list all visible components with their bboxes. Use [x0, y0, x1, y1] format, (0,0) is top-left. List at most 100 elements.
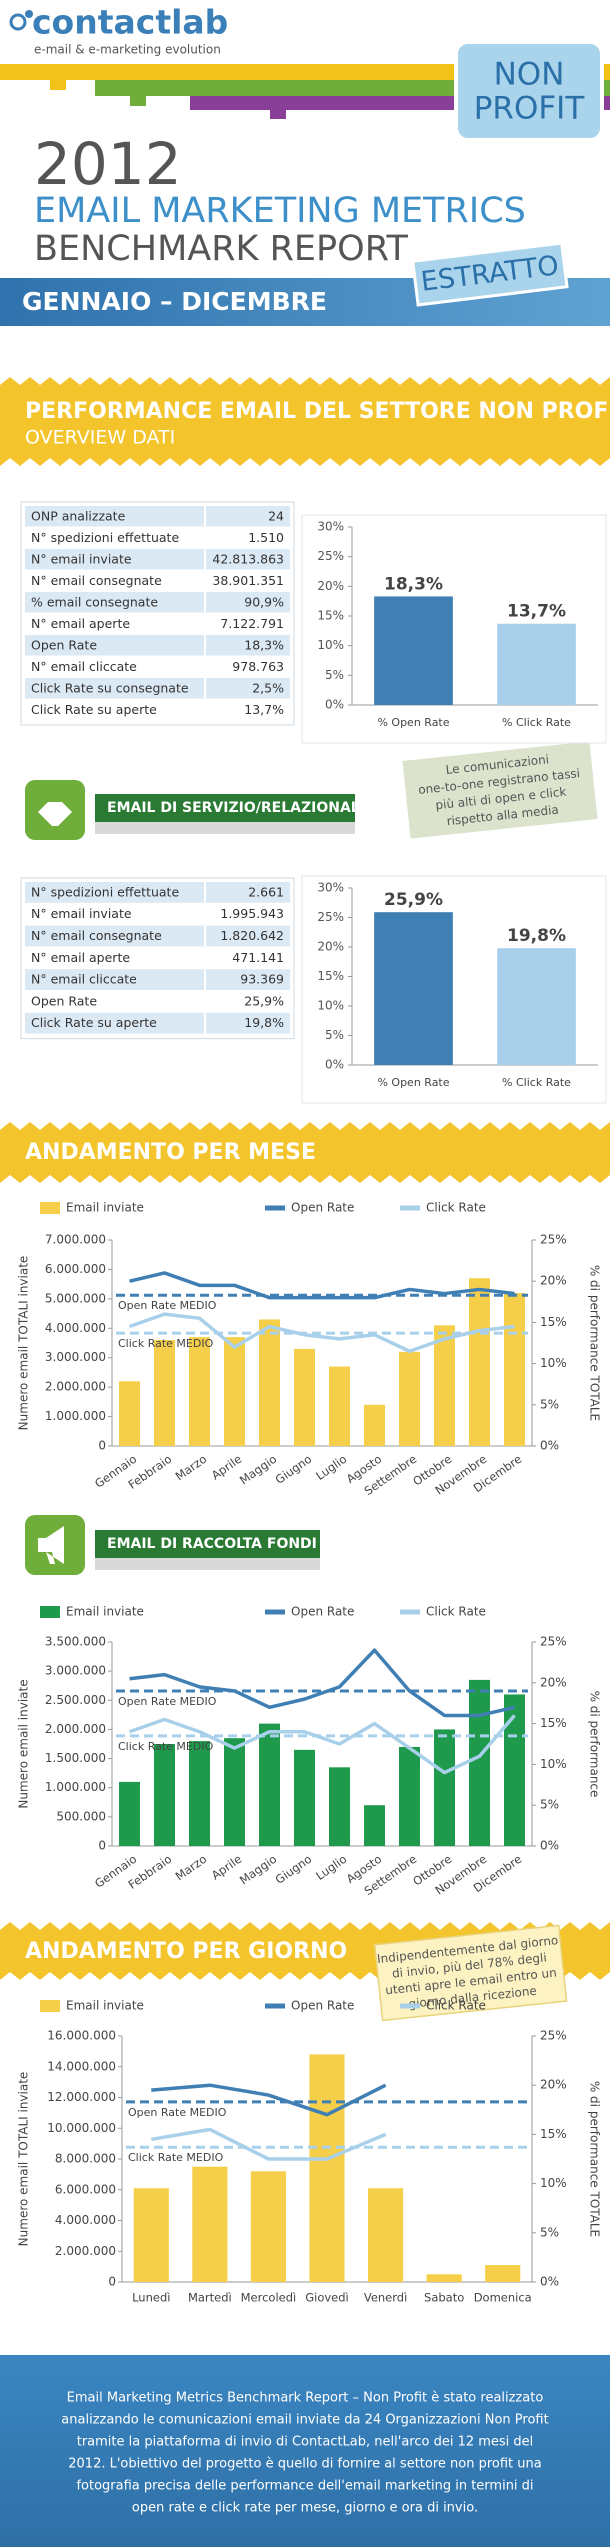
x-tick-label: Domenica — [474, 2291, 532, 2305]
x-tick-label: Giugno — [273, 1452, 315, 1487]
bar — [189, 1741, 210, 1846]
period: GENNAIO – DICEMBRE — [22, 287, 327, 316]
title: EMAIL MARKETING METRICS — [34, 191, 526, 231]
table-label: N° spedizioni effettuate — [31, 884, 179, 899]
table-row — [25, 592, 290, 613]
logo: contactlab — [32, 3, 228, 42]
year: 2012 — [34, 130, 182, 198]
bar — [154, 1744, 175, 1846]
y-tick-label: 7.000.000 — [45, 1233, 106, 1247]
table-label: Click Rate su consegnate — [31, 680, 189, 695]
x-tick-label: % Open Rate — [377, 1076, 449, 1089]
y-tick-label: 6.000.000 — [45, 1262, 106, 1276]
title: BENCHMARK REPORT — [34, 229, 408, 269]
legend-label: Open Rate — [291, 1605, 354, 1619]
y-tick-label: 6.000.000 — [55, 2182, 116, 2196]
table-value: 90,9% — [244, 594, 284, 609]
legend-label: Email inviate — [66, 1201, 144, 1215]
y-axis-title: Numero email inviate — [17, 1679, 31, 1808]
y2-tick-label: 15% — [540, 1716, 567, 1730]
y-tick-label: 3.000.000 — [45, 1664, 106, 1678]
y2-tick-label: 5% — [540, 1798, 559, 1812]
table-row — [25, 969, 290, 990]
table-label: N° email cliccate — [31, 972, 137, 987]
table-row — [25, 549, 290, 570]
y-tick-label: 10.000.000 — [47, 2121, 116, 2135]
logo-icon — [9, 13, 27, 31]
stripe-tab — [130, 96, 146, 106]
y-tick-label: 8.000.000 — [55, 2152, 116, 2166]
y-tick-label: 25% — [317, 549, 344, 563]
y-tick-label: 2.500.000 — [45, 1693, 106, 1707]
reference-label: Open Rate MEDIO — [118, 1299, 217, 1312]
bar — [250, 2171, 286, 2282]
line-series — [129, 1271, 515, 1300]
y-tick-label: 5.000.000 — [45, 1291, 106, 1305]
bar — [364, 1805, 385, 1846]
bar — [224, 1738, 245, 1846]
x-tick-label: % Click Rate — [502, 716, 571, 729]
badge-line: NON — [494, 57, 565, 93]
table-value: 7.122.791 — [220, 616, 284, 631]
table-row — [25, 1012, 290, 1034]
table-value: 2.661 — [248, 884, 284, 899]
reference-label: Open Rate MEDIO — [128, 2106, 227, 2119]
badge — [454, 40, 604, 142]
table-label: N° email consegnate — [31, 573, 162, 588]
y-tick-label: 5% — [325, 668, 344, 682]
table-label: ONP analizzate — [31, 508, 126, 523]
bar — [485, 2265, 521, 2282]
y2-tick-label: 10% — [540, 1356, 567, 1370]
legend-label: Email inviate — [66, 1605, 144, 1619]
bar — [399, 1351, 420, 1446]
value-label: 25,9% — [384, 890, 443, 910]
x-tick-label: Mercoledì — [241, 2291, 297, 2305]
bar — [399, 1746, 420, 1846]
y2-tick-label: 25% — [540, 2029, 567, 2043]
tag-box — [411, 241, 569, 307]
table-label: N° email aperte — [31, 950, 130, 965]
x-tick-label: Marzo — [173, 1452, 210, 1483]
bar — [294, 1348, 315, 1446]
table-row — [25, 947, 290, 969]
section-label: EMAIL DI SERVIZIO/RELAZIONALI — [107, 800, 365, 816]
bar — [426, 2274, 462, 2282]
footer-line: Email Marketing Metrics Benchmark Report… — [67, 2391, 544, 2406]
y-tick-label: 15% — [317, 969, 344, 983]
note-box — [400, 739, 600, 841]
bar — [368, 2188, 404, 2282]
bar — [119, 1381, 140, 1446]
table-label: N° email consegnate — [31, 928, 162, 943]
table-value: 1.510 — [248, 530, 284, 545]
bar — [364, 1404, 385, 1446]
banner — [0, 1122, 610, 1183]
table-value: 93.369 — [240, 972, 284, 987]
legend-swatch — [40, 1202, 60, 1214]
y-tick-label: 16.000.000 — [47, 2029, 116, 2043]
y2-axis-title: % di performance — [588, 1691, 602, 1798]
table-label: % email consegnate — [31, 594, 158, 609]
y-tick-label: 25% — [317, 910, 344, 924]
bar — [469, 1278, 490, 1446]
footer-line: open rate e click rate per mese, giorno … — [132, 2501, 478, 2516]
x-tick-label: Maggio — [237, 1452, 279, 1487]
y2-tick-label: 15% — [540, 1315, 567, 1329]
bar — [374, 596, 453, 705]
table-value: 1.995.943 — [220, 906, 284, 921]
y2-tick-label: 25% — [540, 1635, 567, 1649]
y-tick-label: 20% — [317, 940, 344, 954]
table-label: N° email inviate — [31, 551, 132, 566]
table-row — [25, 656, 290, 677]
line-series — [151, 2083, 387, 2117]
table-row — [25, 991, 290, 1012]
y-tick-label: 3.500.000 — [45, 1635, 106, 1649]
y2-tick-label: 5% — [540, 1397, 559, 1411]
tag: ESTRATTO — [411, 241, 569, 307]
y-tick-label: 1.000.000 — [45, 1780, 106, 1794]
table-row — [25, 613, 290, 634]
y-tick-label: 15% — [317, 609, 344, 623]
footer-line: fotografia precisa delle performance del… — [76, 2479, 533, 2494]
badge-line: PROFIT — [474, 91, 586, 127]
section-title: PERFORMANCE EMAIL DEL SETTORE NON PROFIT — [25, 399, 610, 424]
reference-label: Click Rate MEDIO — [128, 2151, 224, 2164]
